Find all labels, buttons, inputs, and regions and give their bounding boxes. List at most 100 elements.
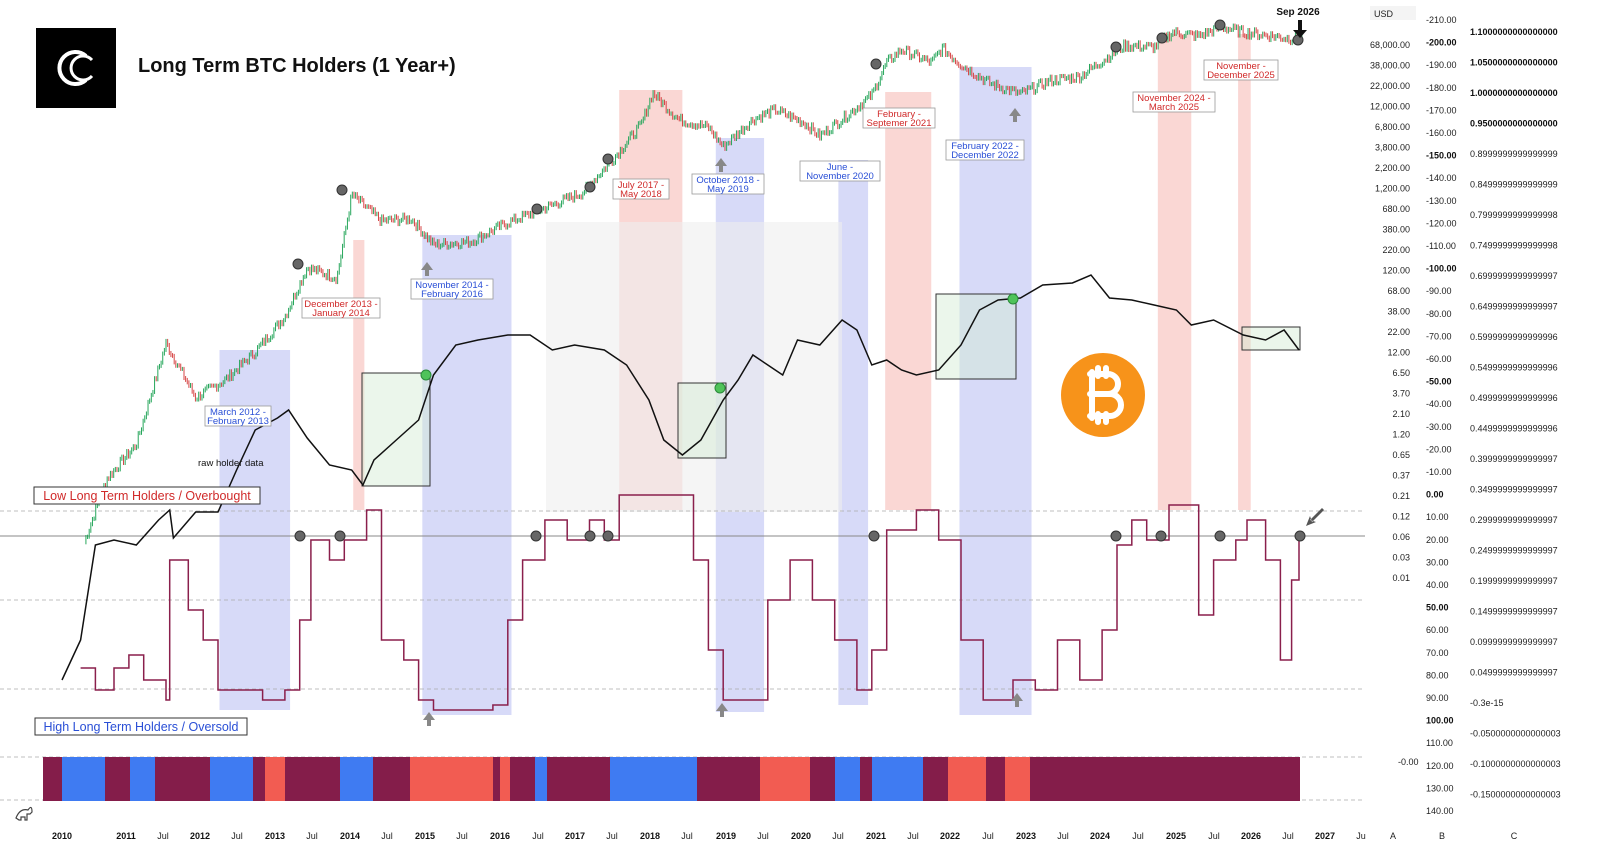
ratio-tick-label: 0.7999999999999998 [1470,210,1558,220]
highlight-box [361,372,431,487]
zone-blue [959,67,1032,715]
price-signal-dot [531,203,543,215]
x-tick-label: Jul [1057,831,1069,841]
period-label-box [799,160,881,182]
overbought-box [33,486,261,505]
oscillator-signal-dot [334,530,346,542]
x-tick-label: 2013 [265,831,285,841]
holder-tick-label: -180.00 [1426,83,1457,93]
holder-line [61,274,1300,681]
price-tick-label: 68.00 [1387,286,1410,296]
up-arrow-icon [421,262,433,276]
period-label-line1: October 2018 - [696,175,759,186]
period-label-line2: March 2025 [1149,102,1199,113]
oscillator-signal-dot [530,530,542,542]
zone-red [1238,34,1251,510]
price-tick-label: 0.01 [1392,573,1410,583]
x-tick-label: 2024 [1090,831,1110,841]
band-segment-dark [285,757,340,801]
oversold-text: High Long Term Holders / Oversold [44,720,239,734]
x-tick-label: Jul [1282,831,1294,841]
holder-tick-label: -170.00 [1426,105,1457,115]
brand-c-icon [57,50,94,86]
price-tick-label: 0.21 [1392,491,1410,501]
period-label-3: November 2014 -February 2016 [410,278,494,300]
x-tick-label: Jul [1132,831,1144,841]
holder-tick-label: -160.00 [1426,128,1457,138]
price-tick-label: 0.03 [1392,553,1410,563]
down-arrow-icon [1293,20,1307,38]
price-tick-label: 680.00 [1382,204,1410,214]
price-signal-dot [870,58,882,70]
signal-arrows [421,20,1324,726]
holder-tick-label: -70.00 [1426,331,1452,341]
x-tick-label: 2025 [1166,831,1186,841]
zone-red [885,92,932,510]
period-label-line1: November - [1216,61,1266,72]
ratio-tick-label: 0.3999999999999997 [1470,454,1558,464]
holder-tick-label: -190.00 [1426,60,1457,70]
holder-tick-label: -100.00 [1426,264,1457,274]
oscillator-line [80,494,1300,711]
band-segment-blue [872,757,923,801]
price-tick-label: 12,000.00 [1370,102,1410,112]
holder-tick-label: -120.00 [1426,218,1457,228]
oscillator-signal-dot [1294,530,1306,542]
ratio-tick-label: 0.0499999999999997 [1470,668,1558,678]
band-segment-dark [155,757,210,801]
price-tick-label: 3,800.00 [1375,143,1410,153]
oscillator-signal-dot [1110,530,1122,542]
x-tick-label: 2014 [340,831,360,841]
x-tick-label: 2026 [1241,831,1261,841]
signal-dots [292,19,1306,542]
band-segment-blue [610,757,697,801]
band-segment-dark [510,757,535,801]
period-label-4: July 2017 -May 2018 [612,178,670,200]
ratio-tick-label: 0.0999999999999997 [1470,637,1558,647]
x-tick-label: 2018 [640,831,660,841]
price-tick-label: 22,000.00 [1370,81,1410,91]
holder-tick-label: 50.00 [1426,603,1449,613]
overbought-text: Low Long Term Holders / Overbought [43,489,251,503]
price-signal-dot [602,153,614,165]
ratio-tick-label: 0.5999999999999996 [1470,332,1558,342]
x-tick-label: A [1390,831,1396,841]
period-label-line2: Septemer 2021 [867,118,932,129]
watermark-region [546,222,842,512]
period-label-7: February -Septemer 2021 [862,107,936,129]
period-label-box [204,405,272,427]
holder-tick-label: -80.00 [1426,309,1452,319]
ratio-tick-label: 0.1499999999999997 [1470,607,1558,617]
x-tick-label: Jul [306,831,318,841]
period-label-box [862,107,936,129]
holder-tick-label: -20.00 [1426,444,1452,454]
ratio-tick-label: 0.6499999999999997 [1470,302,1558,312]
band-segment-dark [860,757,872,801]
x-tick-label: 2017 [565,831,585,841]
price-tick-label: 0.06 [1392,532,1410,542]
oscillator-signal-dot [294,530,306,542]
ratio-tick-label: 0.1999999999999997 [1470,576,1558,586]
zone-blue [838,160,869,705]
tradingview-icon [15,806,33,821]
x-tick-label: Jul [832,831,844,841]
x-tick-label: Jul [532,831,544,841]
x-tick-label: 2020 [791,831,811,841]
period-label-line1: November 2014 - [415,280,488,291]
highlight-boxes [361,293,1301,487]
period-label-line1: March 2012 - [210,407,266,418]
zone-blue [219,350,291,710]
period-label-line2: December 2025 [1207,70,1275,81]
ratio-tick-label: -0.0500000000000003 [1470,729,1561,739]
holder-tick-label: 40.00 [1426,580,1449,590]
holder-tick-label: -30.00 [1426,422,1452,432]
period-label-6: June -November 2020 [799,160,881,182]
x-tick-label: Jul [456,831,468,841]
gridlines [0,510,1365,801]
ratio-tick-label: 0.3499999999999997 [1470,485,1558,495]
price-tick-label: 1,200.00 [1375,184,1410,194]
period-label-line2: January 2014 [312,308,370,319]
period-zones [219,34,1251,715]
ratio-tick-label: -0.1000000000000003 [1470,759,1561,769]
